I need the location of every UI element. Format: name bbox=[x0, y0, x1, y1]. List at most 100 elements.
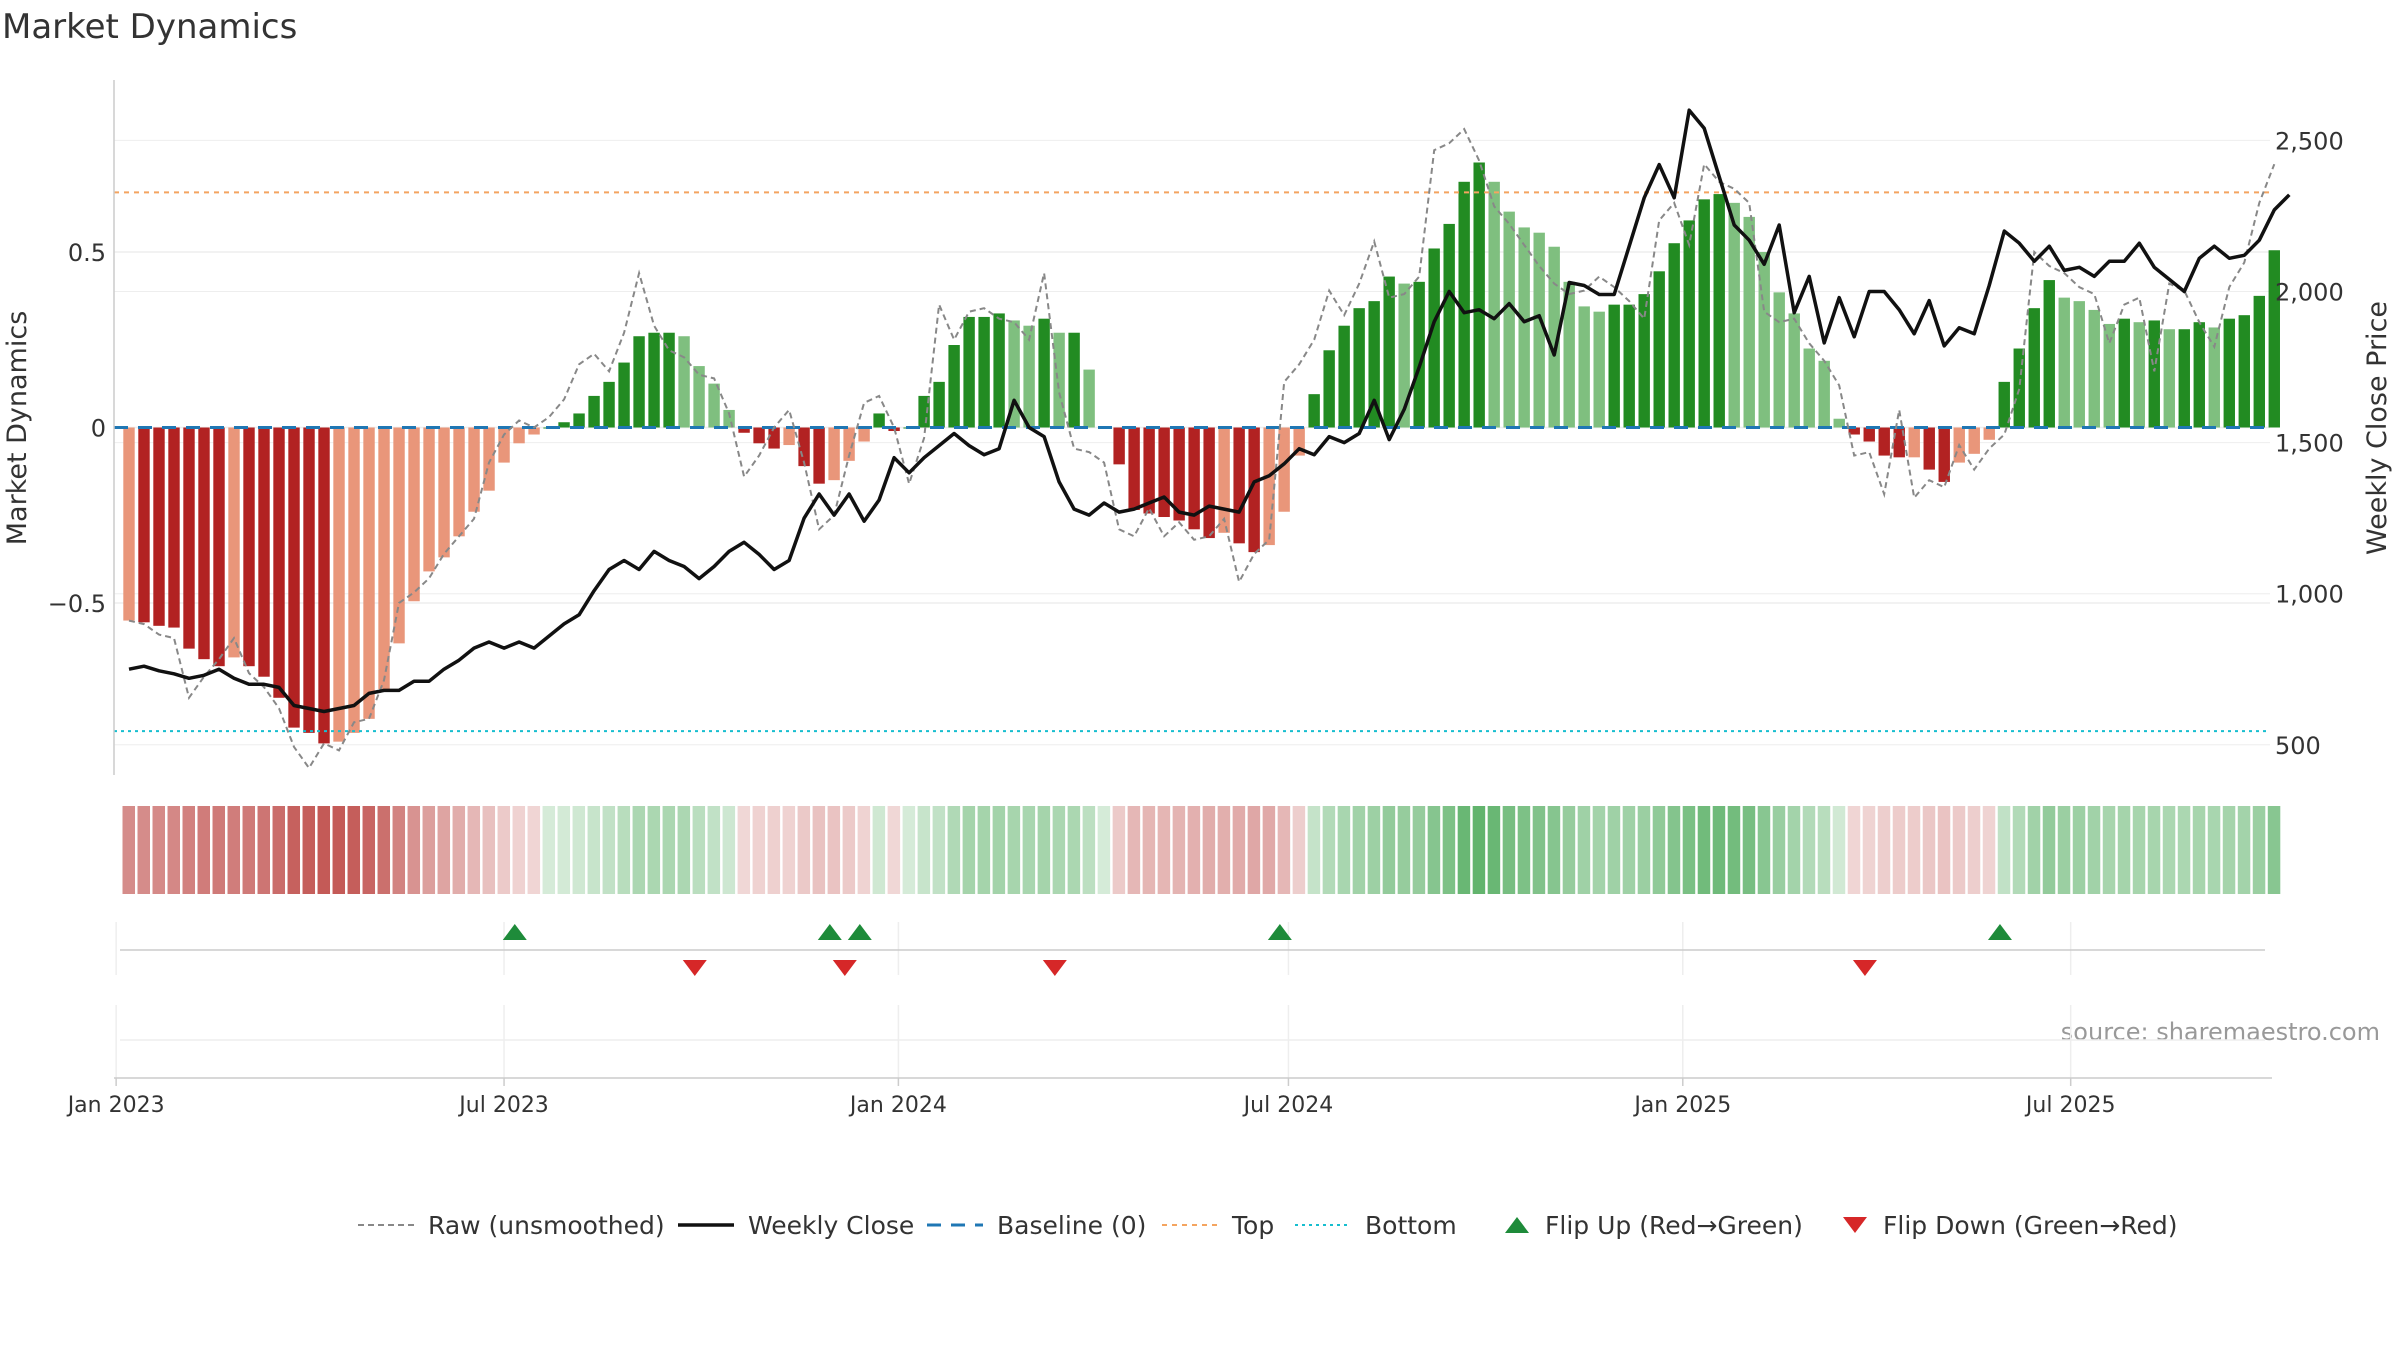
bar bbox=[693, 366, 705, 428]
heat-cell bbox=[1427, 806, 1441, 894]
heat-cell bbox=[902, 806, 916, 894]
heat-cell bbox=[1277, 806, 1291, 894]
heat-cell bbox=[2102, 806, 2116, 894]
heat-cell bbox=[467, 806, 481, 894]
bar bbox=[2103, 323, 2115, 428]
bar bbox=[573, 413, 585, 428]
heat-cell bbox=[857, 806, 871, 894]
chart-title: Market Dynamics bbox=[2, 7, 297, 47]
x-tick-label: Jan 2024 bbox=[848, 1093, 947, 1118]
legend-swatch-down bbox=[1843, 1217, 1867, 1233]
bar bbox=[933, 381, 945, 428]
heat-cell bbox=[1022, 806, 1036, 894]
bar bbox=[1068, 332, 1080, 428]
bar bbox=[2238, 315, 2250, 428]
bar bbox=[858, 427, 870, 442]
heat-cell bbox=[992, 806, 1006, 894]
heat-cell bbox=[1232, 806, 1246, 894]
bar bbox=[2268, 250, 2280, 428]
heat-cell bbox=[1937, 806, 1951, 894]
bar bbox=[678, 336, 690, 428]
flip-markers bbox=[502, 924, 2012, 976]
flip-up-marker bbox=[502, 924, 527, 940]
heat-cell bbox=[542, 806, 556, 894]
heat-cell bbox=[182, 806, 196, 894]
heat-cell bbox=[617, 806, 631, 894]
heat-cell bbox=[707, 806, 721, 894]
heat-cell bbox=[1757, 806, 1771, 894]
bar bbox=[1728, 202, 1740, 428]
heat-cell bbox=[737, 806, 751, 894]
heat-cell bbox=[977, 806, 991, 894]
bar bbox=[2088, 309, 2100, 428]
heat-cell bbox=[1382, 806, 1396, 894]
bar bbox=[2118, 318, 2130, 428]
bar bbox=[813, 427, 825, 484]
bar bbox=[1293, 427, 1305, 456]
y-tick-label: 0 bbox=[91, 415, 106, 443]
heat-cell bbox=[1187, 806, 1201, 894]
bar bbox=[1698, 199, 1710, 428]
bar bbox=[423, 427, 435, 572]
heat-cell bbox=[1517, 806, 1531, 894]
bar bbox=[1998, 381, 2010, 428]
weekly-close-line bbox=[128, 108, 2291, 714]
heat-cell bbox=[827, 806, 841, 894]
bar bbox=[168, 427, 180, 628]
heat-cell bbox=[1157, 806, 1171, 894]
heat-cell bbox=[2147, 806, 2161, 894]
heat-cell bbox=[1352, 806, 1366, 894]
heat-cell bbox=[752, 806, 766, 894]
heat-cell bbox=[2237, 806, 2251, 894]
flip-down-marker bbox=[1852, 960, 1877, 976]
heat-cell bbox=[362, 806, 376, 894]
source-credit: source: sharemaestro.com bbox=[2061, 1018, 2380, 1046]
bar bbox=[1458, 181, 1470, 428]
heat-cell bbox=[1712, 806, 1726, 894]
bar bbox=[1473, 162, 1485, 428]
bar bbox=[273, 427, 285, 698]
heat-cell bbox=[1952, 806, 1966, 894]
bar bbox=[303, 427, 315, 733]
heat-cell bbox=[947, 806, 961, 894]
flip-down-marker bbox=[832, 960, 857, 976]
heat-cell bbox=[1802, 806, 1816, 894]
heat-cell bbox=[2027, 806, 2041, 894]
bar bbox=[1893, 427, 1905, 458]
bar bbox=[2043, 280, 2055, 428]
y-tick-label-right: 1,000 bbox=[2275, 581, 2344, 609]
heat-cell bbox=[692, 806, 706, 894]
bar bbox=[2028, 308, 2040, 428]
bar bbox=[1383, 276, 1395, 428]
bar bbox=[228, 427, 240, 658]
flip-up-marker bbox=[847, 924, 872, 940]
heat-cell bbox=[767, 806, 781, 894]
heat-cell bbox=[1052, 806, 1066, 894]
heat-cell bbox=[1622, 806, 1636, 894]
bar bbox=[1488, 181, 1500, 428]
bar bbox=[1533, 232, 1545, 428]
heat-cell bbox=[1787, 806, 1801, 894]
heat-cell bbox=[1412, 806, 1426, 894]
x-tick-label: Jul 2023 bbox=[457, 1093, 549, 1118]
heat-cell bbox=[1202, 806, 1216, 894]
heat-cell bbox=[812, 806, 826, 894]
bar bbox=[978, 316, 990, 428]
heat-cell bbox=[2012, 806, 2026, 894]
heat-cell bbox=[842, 806, 856, 894]
heat-cell bbox=[1742, 806, 1756, 894]
bar bbox=[1623, 304, 1635, 428]
heat-cell bbox=[647, 806, 661, 894]
bar bbox=[2058, 297, 2070, 428]
bar bbox=[393, 427, 405, 644]
bar bbox=[243, 427, 255, 667]
bar bbox=[948, 345, 960, 428]
bar bbox=[1368, 301, 1380, 428]
bar-series bbox=[123, 162, 2280, 744]
flip-up-marker bbox=[1987, 924, 2012, 940]
bar bbox=[1278, 427, 1290, 512]
bar bbox=[198, 427, 210, 660]
bar bbox=[1923, 427, 1935, 470]
heat-cell bbox=[1817, 806, 1831, 894]
heat-cell bbox=[1637, 806, 1651, 894]
